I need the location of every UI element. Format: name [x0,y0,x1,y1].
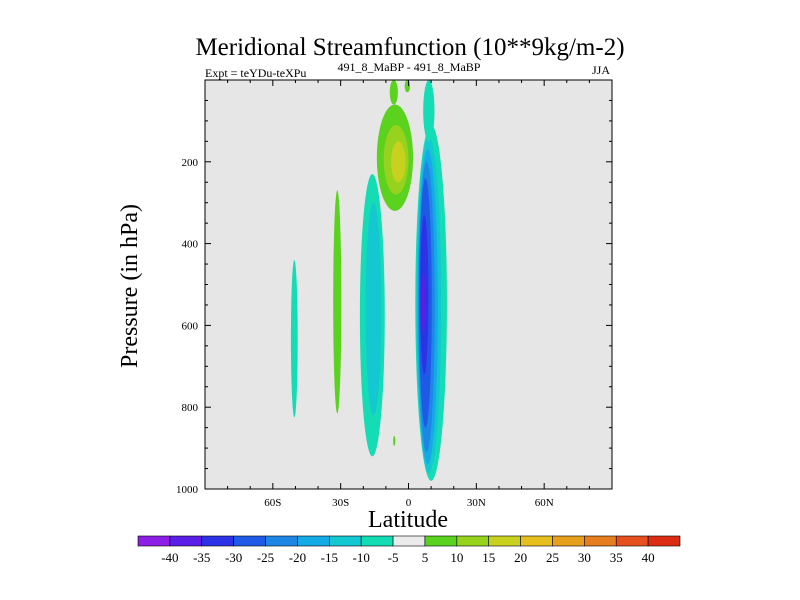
colorbar-label: -20 [289,550,306,565]
colorbar-swatch [488,535,521,547]
contour-small-pos-dot [393,435,396,447]
x-axis-title: Latitude [368,507,448,533]
colorbar-label: -40 [161,550,178,565]
y-tick-label: 200 [182,157,199,169]
colorbar-label: 5 [422,550,429,565]
chart-title: Meridional Streamfunction (10**9kg/m-2) [195,34,624,61]
x-tick-label: 30S [332,497,349,509]
colorbar-swatch [360,535,394,547]
x-tick-label: 60N [535,497,554,509]
colorbar-label: 25 [546,550,559,565]
contour-sh-mid-cell [290,259,298,418]
colorbar-swatch [233,535,266,547]
colorbar-swatch [169,535,203,547]
season-label: JJA [592,63,610,77]
axis-ticks: 60S 30S 0 30N 60N 200 400 600 800 1000 [176,80,612,509]
y-tick-label: 800 [182,402,199,414]
contour-stratos-pos-right [404,80,411,93]
colorbar-swatch [392,535,426,547]
colorbar-swatch [201,535,234,547]
contour-sh-ferrel-neg-core [365,202,382,416]
contour-stratos-jet-neg [423,80,435,142]
colorbar-label: -30 [225,550,242,565]
colorbar-label: -5 [388,550,399,565]
colorbar-label: 20 [514,550,527,565]
experiment-label: Expt = teYDu-teXPu [205,66,306,80]
colorbar-swatch [137,535,171,547]
contour-hadley-neg-peak [421,272,426,334]
contour-upper-pos-max [391,141,406,183]
y-tick-label: 1000 [176,484,199,496]
y-axis-title: Pressure (in hPa) [117,204,143,368]
colorbar-swatch [297,535,330,547]
colorbar-swatch [552,535,585,547]
colorbar-label: 15 [482,550,495,565]
colorbar-label: -10 [353,550,370,565]
colorbar-swatch [424,535,458,547]
colorbar: -40 -35 -30 -25 -20 -15 -10 -5 5 10 15 20 25 30 35 40 [137,535,681,565]
colorbar-swatch [615,535,649,547]
colorbar-swatch [520,535,553,547]
contour-sh-subtropic-pos [333,190,342,414]
colorbar-label: -25 [257,550,274,565]
y-tick-label: 600 [182,320,199,332]
colorbar-swatch [328,535,362,547]
colorbar-swatch [265,535,298,547]
colorbar-label: 10 [450,550,463,565]
contour-fills [290,80,447,481]
colorbar-label: -15 [321,550,338,565]
colorbar-label: 40 [642,550,655,565]
colorbar-label: 35 [610,550,623,565]
x-tick-label: 0 [406,497,412,509]
colorbar-swatch [647,535,681,547]
colorbar-swatch [584,535,617,547]
colorbar-label: -35 [193,550,210,565]
run-label: 491_8_MaBP - 491_8_MaBP [338,60,481,74]
colorbar-swatch [456,535,490,547]
colorbar-label: 30 [578,550,591,565]
x-tick-label: 60S [264,497,281,509]
x-tick-label: 30N [467,497,486,509]
y-tick-label: 400 [182,239,199,251]
contour-stratos-pos-left [389,80,398,105]
